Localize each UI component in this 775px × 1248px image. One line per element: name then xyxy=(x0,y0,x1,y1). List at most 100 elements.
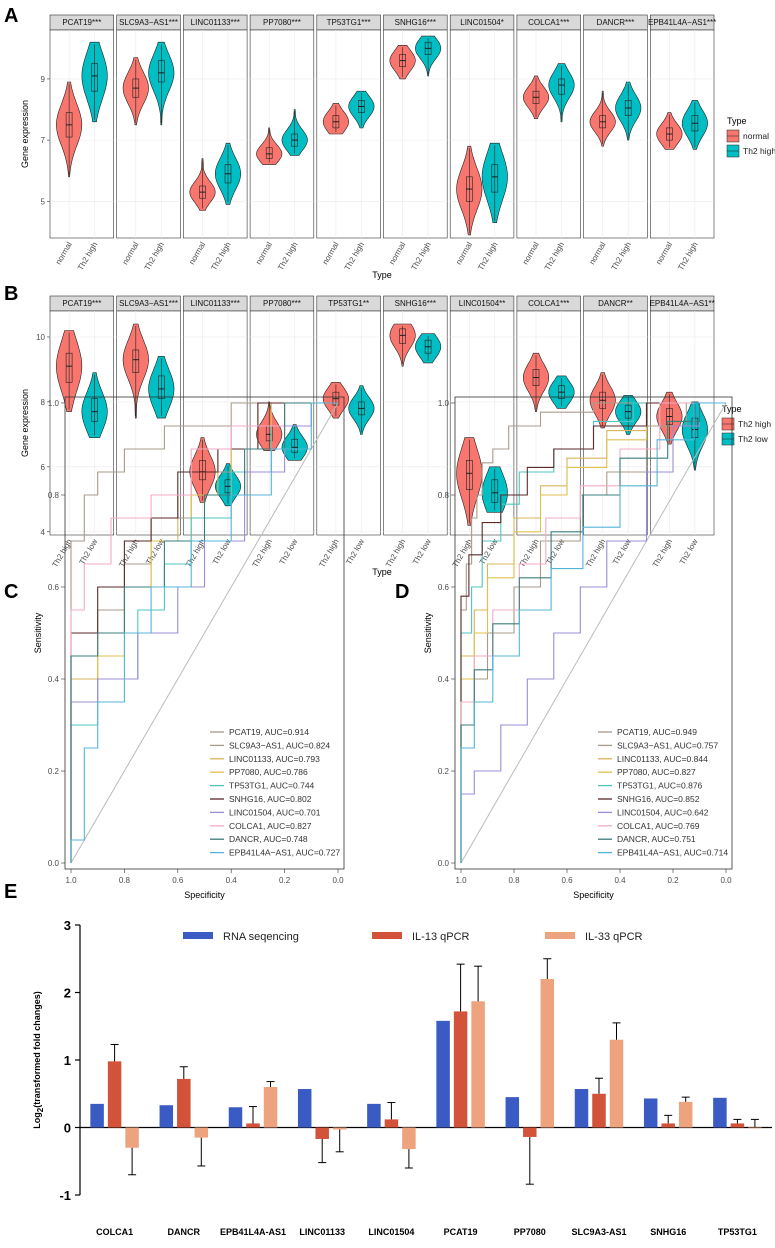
y-tick-label: 0.6 xyxy=(438,583,450,592)
facet-panel xyxy=(516,310,581,536)
x-tick-label: 1.0 xyxy=(65,876,77,885)
x-axis-title: Specificity xyxy=(573,890,614,900)
x-tick-label: normal xyxy=(454,240,474,266)
bar xyxy=(297,1089,312,1128)
facet-label: PCAT19*** xyxy=(62,299,101,308)
x-tick-label: normal xyxy=(521,240,541,266)
x-tick-label: Th2 low xyxy=(544,537,566,566)
legend-label: IL-13 qPCR xyxy=(412,931,470,943)
x-tick-label: Th2 high xyxy=(317,538,340,569)
box-iqr xyxy=(291,438,298,453)
bar xyxy=(194,1127,209,1138)
legend-label: PP7080, AUC=0.827 xyxy=(617,767,696,777)
box-iqr xyxy=(558,78,565,95)
y-tick-label: 8 xyxy=(41,398,46,407)
facet-label: SNHG16*** xyxy=(395,299,436,308)
facet-panel xyxy=(183,310,248,536)
facet-label: LINC01504** xyxy=(459,299,506,308)
x-tick-label: Th2 low xyxy=(611,537,633,566)
x-tick-label: normal xyxy=(387,240,407,266)
x-tick-label: Th2 high xyxy=(209,240,232,271)
facet-label: SLC9A3−AS1*** xyxy=(119,299,178,308)
legend-label: TP53TG1, AUC=0.744 xyxy=(229,781,315,791)
x-tick-label: Th2 high xyxy=(651,538,674,569)
box-iqr xyxy=(265,147,273,159)
bar xyxy=(609,1039,624,1128)
x-tick-label: normal xyxy=(654,240,674,266)
legend-label: SLC9A3−AS1, AUC=0.824 xyxy=(229,740,330,750)
facet-label: EPB41L4A−AS1*** xyxy=(648,18,716,27)
panel-label-a: A xyxy=(4,5,18,27)
bar xyxy=(592,1093,606,1128)
roc-curve xyxy=(460,402,726,863)
legend-label: DANCR, AUC=0.751 xyxy=(617,834,696,844)
x-tick-label: Th2 low xyxy=(211,537,233,566)
facet-panel xyxy=(449,29,515,239)
legend-label: PCAT19, AUC=0.914 xyxy=(229,727,309,737)
y-tick-label: 0.8 xyxy=(48,491,60,500)
x-category-label: LINC01133 xyxy=(299,1227,345,1237)
facet-label: LINC01133*** xyxy=(191,18,240,27)
facet-panel xyxy=(316,310,381,536)
y-tick-label: 1.0 xyxy=(438,399,450,408)
y-tick-label: 4 xyxy=(41,528,46,537)
y-tick-label: 1.0 xyxy=(48,399,60,408)
x-tick-label: Th2 high xyxy=(343,241,366,272)
facet-label: PP7080*** xyxy=(263,18,301,27)
x-tick-label: normal xyxy=(321,240,341,266)
bar xyxy=(661,1123,675,1128)
x-tick-label: 0.4 xyxy=(614,876,626,885)
facet-label: TP53TG1** xyxy=(328,299,369,308)
bar xyxy=(436,1020,450,1128)
legend-label: RNA seqencing xyxy=(223,931,299,943)
bar xyxy=(107,1061,122,1128)
legend-label: EPB41L4A−AS1, AUC=0.714 xyxy=(617,848,728,858)
x-tick-label: 0.8 xyxy=(119,876,131,885)
roc-curve xyxy=(460,402,726,863)
legend-label: LINC01504, AUC=0.642 xyxy=(617,807,709,817)
y-axis-title: Gene expression xyxy=(20,100,30,168)
x-tick-label: Th2 high xyxy=(143,241,166,272)
x-category-label: COLCA1 xyxy=(96,1227,133,1237)
bar xyxy=(748,1127,762,1129)
roc-curve xyxy=(70,402,338,863)
roc-curve xyxy=(460,402,726,863)
bar xyxy=(574,1089,589,1128)
x-axis-title: Specificity xyxy=(184,890,225,900)
panel-e-bars: -1 0 1 2 3 Log2(transformed fold changes) COLC… xyxy=(32,918,772,1237)
y-axis-title: Sensitivity xyxy=(33,612,43,653)
bar xyxy=(332,1127,347,1130)
box-iqr xyxy=(491,164,499,193)
bar xyxy=(471,1001,485,1128)
legend-swatch xyxy=(183,932,213,939)
y-tick-label: 0.8 xyxy=(438,491,450,500)
facet-label: LINC01133*** xyxy=(191,299,240,308)
bar xyxy=(540,979,555,1128)
x-tick-label: Th2 high xyxy=(76,241,99,272)
bar xyxy=(678,1101,693,1128)
legend-label: SNHG16, AUC=0.852 xyxy=(617,794,700,804)
facet-label: DANCR** xyxy=(598,299,633,308)
legend-label: normal xyxy=(743,131,769,141)
x-tick-label: Th2 high xyxy=(584,538,607,569)
x-tick-label: Th2 low xyxy=(344,537,366,566)
y-tick-label: 5 xyxy=(41,197,46,206)
x-tick-label: Th2 low xyxy=(144,537,166,566)
x-tick-label: Th2 low xyxy=(78,537,100,566)
bar xyxy=(643,1098,658,1128)
legend-label: PCAT19, AUC=0.949 xyxy=(617,727,697,737)
legend-label: LINC01133, AUC=0.844 xyxy=(617,754,708,764)
y-tick-label: 0.0 xyxy=(438,859,450,868)
legend-label: DANCR, AUC=0.748 xyxy=(229,834,308,844)
facet-panel xyxy=(183,29,248,239)
box-iqr xyxy=(65,352,73,383)
legend-label: PP7080, AUC=0.786 xyxy=(229,767,308,777)
y-tick-label: 0.4 xyxy=(48,675,60,684)
facet-label: SLC9A3−AS1*** xyxy=(119,18,178,27)
x-axis-title: Type xyxy=(372,567,392,577)
bar xyxy=(453,1011,468,1128)
y-tick-label: -1 xyxy=(59,1188,71,1203)
roc-curve xyxy=(70,402,338,863)
